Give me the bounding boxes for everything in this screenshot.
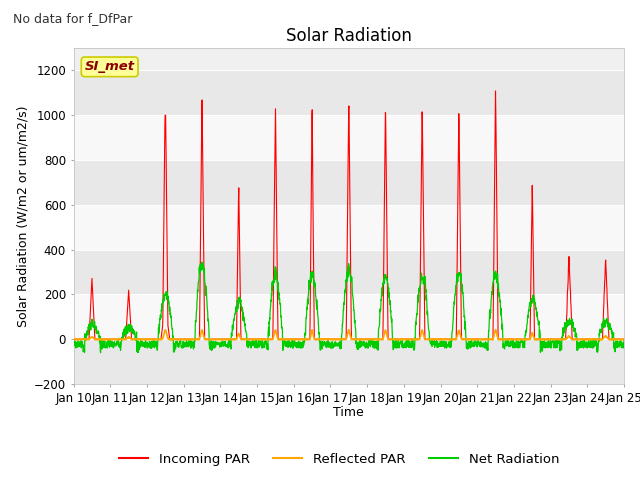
Bar (74, 294, 624, 339)
Bar (74, 205, 624, 250)
Text: SI_met: SI_met (84, 60, 135, 73)
Bar (74, 250, 624, 294)
Legend: Incoming PAR, Reflected PAR, Net Radiation: Incoming PAR, Reflected PAR, Net Radiati… (114, 447, 564, 471)
Bar (74, 339, 624, 384)
Bar (74, 160, 624, 205)
X-axis label: Time: Time (333, 406, 364, 419)
Bar (74, 115, 624, 160)
Text: No data for f_DfPar: No data for f_DfPar (13, 12, 132, 25)
Title: Solar Radiation: Solar Radiation (286, 27, 412, 45)
Bar (74, 71, 624, 115)
Y-axis label: Solar Radiation (W/m2 or um/m2/s): Solar Radiation (W/m2 or um/m2/s) (17, 105, 29, 327)
